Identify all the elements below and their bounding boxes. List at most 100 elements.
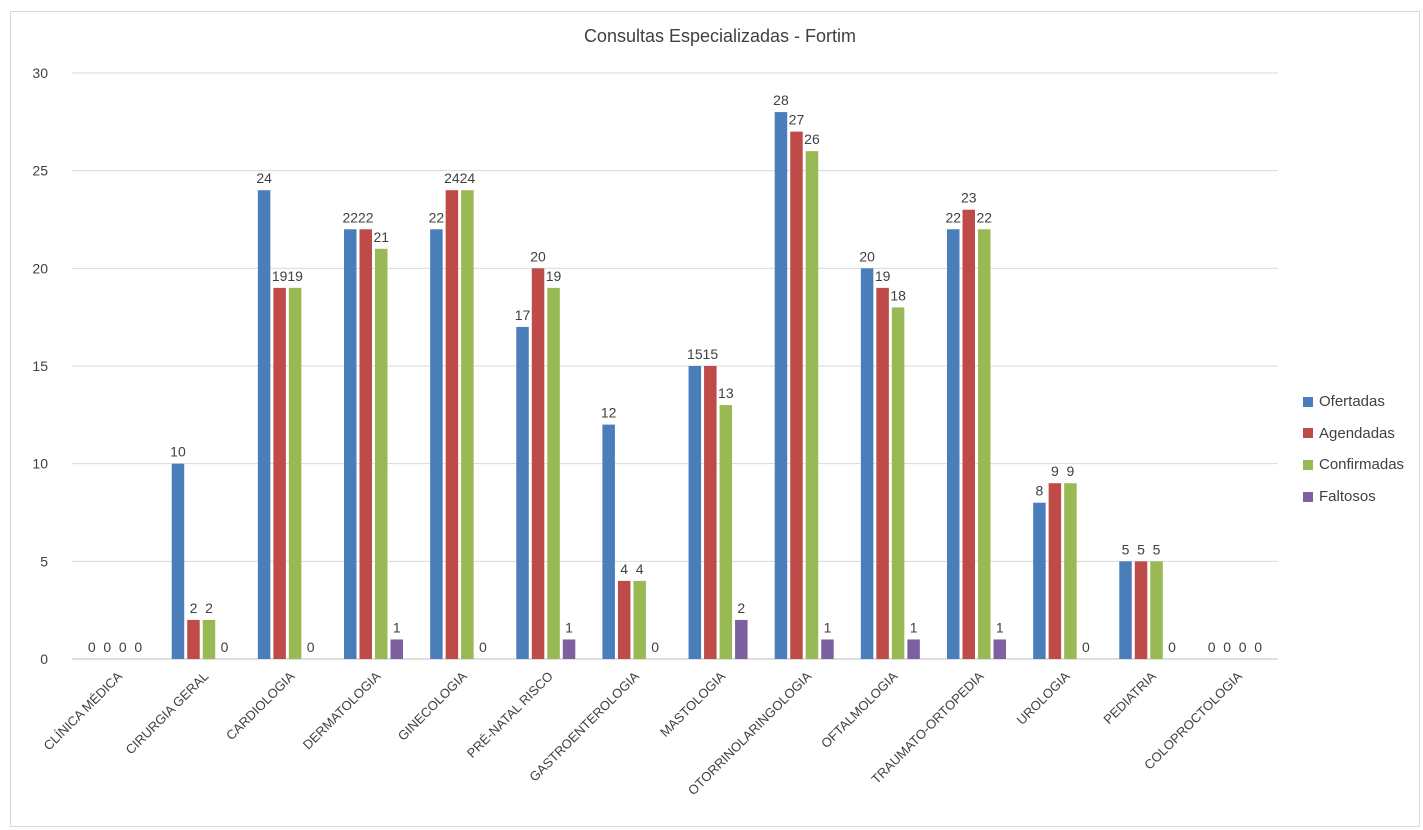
data-label: 1 [565, 619, 573, 635]
data-label: 0 [119, 639, 127, 655]
data-label: 2 [205, 600, 213, 616]
bar-ofertadas [171, 463, 185, 659]
data-label: 19 [287, 268, 303, 284]
bar-confirmadas [891, 307, 905, 659]
legend-swatch [1303, 428, 1313, 439]
bar-confirmadas [461, 190, 474, 659]
data-label: 19 [272, 268, 288, 284]
data-label: 2 [190, 600, 198, 616]
bar-agendadas [962, 209, 975, 659]
x-tick-label: MASTOLOGIA [657, 668, 728, 739]
y-tick-label: 0 [40, 651, 48, 667]
data-label: 19 [546, 268, 562, 284]
data-label: 0 [1254, 639, 1262, 655]
data-label: 22 [429, 209, 445, 225]
bar-ofertadas [602, 424, 615, 659]
bar-faltosos [993, 639, 1006, 659]
data-label: 4 [636, 561, 644, 577]
x-tick-label: CARDIOLOGIA [223, 668, 298, 743]
bar-ofertadas [344, 229, 357, 659]
bar-ofertadas [688, 366, 702, 659]
bar-confirmadas [719, 405, 733, 659]
data-label: 0 [1239, 639, 1247, 655]
bar-confirmadas [288, 287, 302, 659]
bar-faltosos [821, 639, 834, 659]
legend-swatch [1303, 396, 1313, 407]
bar-agendadas [273, 287, 286, 659]
data-label: 26 [804, 131, 820, 147]
data-label: 1 [824, 619, 832, 635]
legend-item-faltosos: Faltosos [1303, 481, 1404, 513]
data-label: 13 [718, 385, 734, 401]
data-label: 20 [859, 248, 875, 264]
bar-ofertadas [774, 112, 788, 660]
data-label: 1 [996, 619, 1004, 635]
bar-agendadas [617, 580, 631, 659]
x-tick-label: DERMATOLOGIA [300, 668, 384, 752]
bar-agendadas [359, 229, 372, 659]
data-label: 20 [530, 248, 546, 264]
bar-ofertadas [860, 268, 874, 659]
data-label: 5 [1122, 541, 1130, 557]
bar-ofertadas [1033, 502, 1046, 659]
bar-confirmadas [1150, 561, 1163, 659]
bar-confirmadas [202, 619, 216, 659]
data-label: 0 [103, 639, 111, 655]
bar-agendadas [1048, 483, 1062, 659]
data-label: 0 [1168, 639, 1176, 655]
legend-label: Agendadas [1319, 424, 1395, 442]
legend-item-confirmadas: Confirmadas [1303, 449, 1404, 481]
legend-label: Faltosos [1319, 488, 1376, 506]
data-label: 17 [515, 307, 531, 323]
x-tick-label: OFTALMOLOGIA [818, 668, 901, 751]
data-label: 22 [342, 209, 358, 225]
data-label: 0 [651, 639, 659, 655]
data-label: 24 [444, 170, 460, 186]
data-label: 0 [1208, 639, 1216, 655]
bar-confirmadas [805, 151, 819, 659]
bar-ofertadas [430, 229, 443, 659]
y-tick-label: 15 [32, 358, 48, 374]
x-tick-label: PRÉ-NATAL RISCO [464, 669, 556, 761]
legend-item-ofertadas: Ofertadas [1303, 386, 1404, 418]
bar-agendadas [790, 131, 803, 660]
chart-legend: Ofertadas Agendadas Confirmadas Faltosos [1303, 386, 1404, 512]
data-label: 15 [703, 346, 719, 362]
bar-confirmadas [633, 580, 646, 659]
data-label: 19 [875, 268, 891, 284]
data-label: 5 [1137, 541, 1145, 557]
bar-ofertadas [516, 326, 529, 659]
data-label: 22 [358, 209, 374, 225]
x-tick-label: UROLOGIA [1014, 668, 1073, 727]
y-tick-label: 30 [32, 65, 48, 81]
chart-title: Consultas Especializadas - Fortim [583, 26, 857, 46]
data-label: 5 [1153, 541, 1161, 557]
data-label: 9 [1051, 463, 1059, 479]
bar-agendadas [187, 619, 200, 659]
data-label: 27 [789, 112, 805, 128]
data-label: 28 [773, 92, 789, 108]
data-label: 1 [393, 619, 401, 635]
bar-faltosos [390, 639, 403, 659]
data-label: 0 [1082, 639, 1090, 655]
bar-ofertadas [1119, 561, 1132, 659]
x-tick-label: CLÍNICA MÉDICA [41, 668, 126, 753]
data-label: 22 [945, 209, 961, 225]
data-label: 0 [221, 639, 229, 655]
bar-faltosos [735, 619, 748, 659]
data-label: 22 [976, 209, 992, 225]
legend-label: Confirmadas [1319, 456, 1405, 474]
data-label: 24 [460, 170, 476, 186]
y-tick-label: 5 [40, 553, 48, 569]
bar-agendadas [704, 366, 717, 659]
x-tick-label: CIRURGIA GERAL [123, 669, 212, 758]
bar-faltosos [562, 639, 576, 659]
legend-swatch [1303, 491, 1313, 502]
data-label: 2 [737, 600, 745, 616]
bar-ofertadas [257, 190, 271, 659]
x-tick-label: PEDIATRIA [1100, 668, 1159, 727]
data-label: 0 [1223, 639, 1231, 655]
bar-confirmadas [1064, 483, 1077, 659]
x-tick-label: GINECOLOGIA [395, 668, 470, 743]
